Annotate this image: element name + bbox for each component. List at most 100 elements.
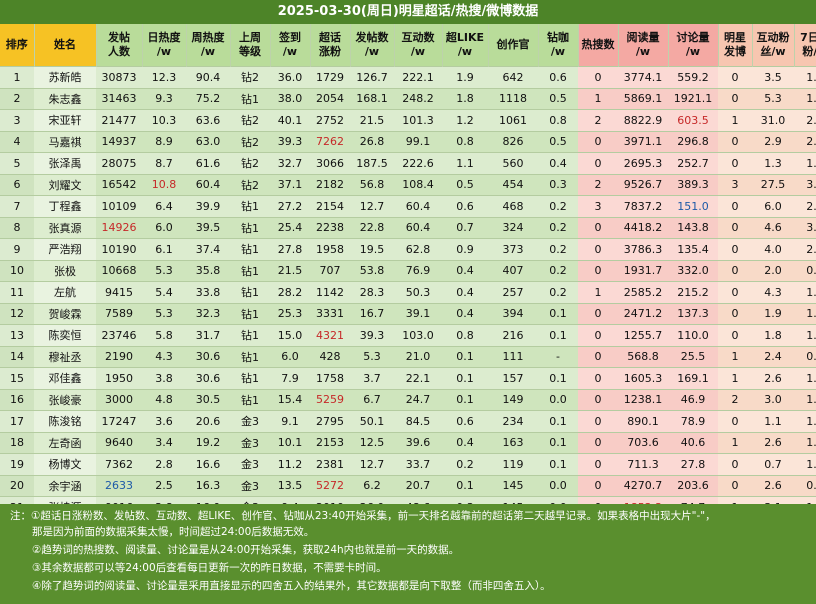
column-header: 讨论量 /w <box>668 24 719 67</box>
column-header: 互动粉 丝/w <box>752 24 795 67</box>
table-cell: 9526.7 <box>618 173 668 196</box>
table-cell: 1.3 <box>752 152 794 174</box>
table-cell: 0 <box>578 367 618 389</box>
table-cell: 0 <box>578 302 618 325</box>
table-cell: 4 <box>0 130 34 153</box>
data-table: 排序 姓名 发帖 人数 日热度 /w 周热度 /w 上周 等级 签到 /w 超话 涨粉 发帖数 … <box>0 24 816 539</box>
table-cell: 0 <box>578 431 618 454</box>
table-cell: 1.1 <box>442 152 488 174</box>
column-header: 超话 涨粉 <box>310 24 351 67</box>
table-cell: 0 <box>718 238 752 260</box>
table-cell: 2.8 <box>142 453 186 475</box>
table-cell: 9.1 <box>270 410 310 432</box>
table-cell: 9640 <box>96 431 142 454</box>
table-cell: 1758 <box>310 367 350 389</box>
table-row: 10 张极 10668 5.3 35.8 钻1 21.5 707 53.8 76.9 0.4 407 0… <box>0 259 816 282</box>
table-cell: 0 <box>578 345 618 368</box>
table-cell: 5869.1 <box>618 87 668 110</box>
table-cell: 257 <box>488 281 538 303</box>
table-cell: 2238 <box>310 216 350 239</box>
column-header: 超LIKE /w <box>442 24 489 67</box>
table-cell: 19.2 <box>186 431 230 454</box>
table-cell: 1.4 <box>794 410 816 432</box>
table-cell: 0 <box>578 410 618 432</box>
table-cell: 39.9 <box>186 195 230 217</box>
table-cell: 18 <box>0 431 34 454</box>
table-cell: 16.7 <box>350 302 394 325</box>
table-cell: 252.7 <box>668 152 718 174</box>
table-cell: 1 <box>718 431 752 454</box>
table-cell: 36.0 <box>270 66 310 88</box>
table-cell: 4.8 <box>142 388 186 411</box>
table-cell: 39.3 <box>270 130 310 153</box>
table-cell: 110.0 <box>668 324 718 346</box>
table-cell: 3.0 <box>752 388 794 411</box>
table-cell: 111 <box>488 345 538 368</box>
table-cell: 0.8 <box>442 324 488 346</box>
table-cell: 1.4 <box>794 302 816 325</box>
table-cell: 1.3 <box>794 324 816 346</box>
table-cell: 7.9 <box>270 367 310 389</box>
table-cell: 216 <box>488 324 538 346</box>
table-cell: 890.1 <box>618 410 668 432</box>
table-cell: 13.5 <box>270 474 310 497</box>
table-row: 19 杨博文 7362 2.8 16.6 金3 11.2 2381 12.7 33.7 0.2 119… <box>0 453 816 475</box>
name-cell: 马嘉祺 <box>34 130 96 153</box>
table-cell: 2 <box>0 87 34 110</box>
table-cell: 0.5 <box>538 130 578 153</box>
table-cell: 6.4 <box>142 195 186 217</box>
column-header: 周热度 /w <box>186 24 231 67</box>
table-cell: 1.3 <box>794 66 816 88</box>
table-cell: 钻1 <box>230 345 270 368</box>
column-header: 互动数 /w <box>394 24 443 67</box>
table-cell: 0 <box>718 152 752 174</box>
name-cell: 张泽禹 <box>34 152 96 174</box>
column-header: 7日涨 粉/w <box>794 24 816 67</box>
table-cell: 0 <box>578 388 618 411</box>
table-cell: 12.7 <box>350 453 394 475</box>
table-cell: 78.9 <box>668 410 718 432</box>
table-row: 17 陈浚铭 17247 3.6 20.6 金3 9.1 2795 50.1 84.5 0.6 234… <box>0 410 816 432</box>
table-cell: 5272 <box>310 474 350 497</box>
table-cell: 33.7 <box>394 453 442 475</box>
table-cell: 6.0 <box>142 216 186 239</box>
table-cell: 0 <box>718 259 752 282</box>
table-cell: 19.5 <box>350 238 394 260</box>
table-cell: 84.5 <box>394 410 442 432</box>
table-cell: 187.5 <box>350 152 394 174</box>
table-cell: 0.1 <box>442 367 488 389</box>
table-cell: 0.7 <box>752 453 794 475</box>
table-cell: 1.3 <box>794 281 816 303</box>
table-cell: 1931.7 <box>618 259 668 282</box>
table-cell: 27.2 <box>270 195 310 217</box>
table-cell: 3971.1 <box>618 130 668 153</box>
table-cell: 707 <box>310 259 350 282</box>
table-cell: 钻1 <box>230 281 270 303</box>
table-cell: 642 <box>488 66 538 88</box>
table-cell: 63.6 <box>186 109 230 131</box>
table-cell: 38.0 <box>270 87 310 110</box>
table-cell: 2752 <box>310 109 350 131</box>
table-cell: 0 <box>578 130 618 153</box>
table-cell: 2153 <box>310 431 350 454</box>
table-cell: 428 <box>310 345 350 368</box>
table-cell: 143.8 <box>668 216 718 239</box>
table-cell: 0.6 <box>442 410 488 432</box>
table-cell: 25.5 <box>668 345 718 368</box>
name-cell: 余宇涵 <box>34 474 96 497</box>
table-cell: 16 <box>0 388 34 411</box>
table-cell: 1958 <box>310 238 350 260</box>
table-cell: 2 <box>718 388 752 411</box>
table-cell: 394 <box>488 302 538 325</box>
table-cell: 53.8 <box>350 259 394 282</box>
table-cell: 1118 <box>488 87 538 110</box>
name-cell: 张峻豪 <box>34 388 96 411</box>
table-cell: 钻2 <box>230 66 270 88</box>
table-cell: 0 <box>578 259 618 282</box>
name-cell: 苏新皓 <box>34 66 96 88</box>
table-cell: 3786.3 <box>618 238 668 260</box>
table-cell: 560 <box>488 152 538 174</box>
table-cell: 37.4 <box>186 238 230 260</box>
table-cell: 46.9 <box>668 388 718 411</box>
name-cell: 张极 <box>34 259 96 282</box>
